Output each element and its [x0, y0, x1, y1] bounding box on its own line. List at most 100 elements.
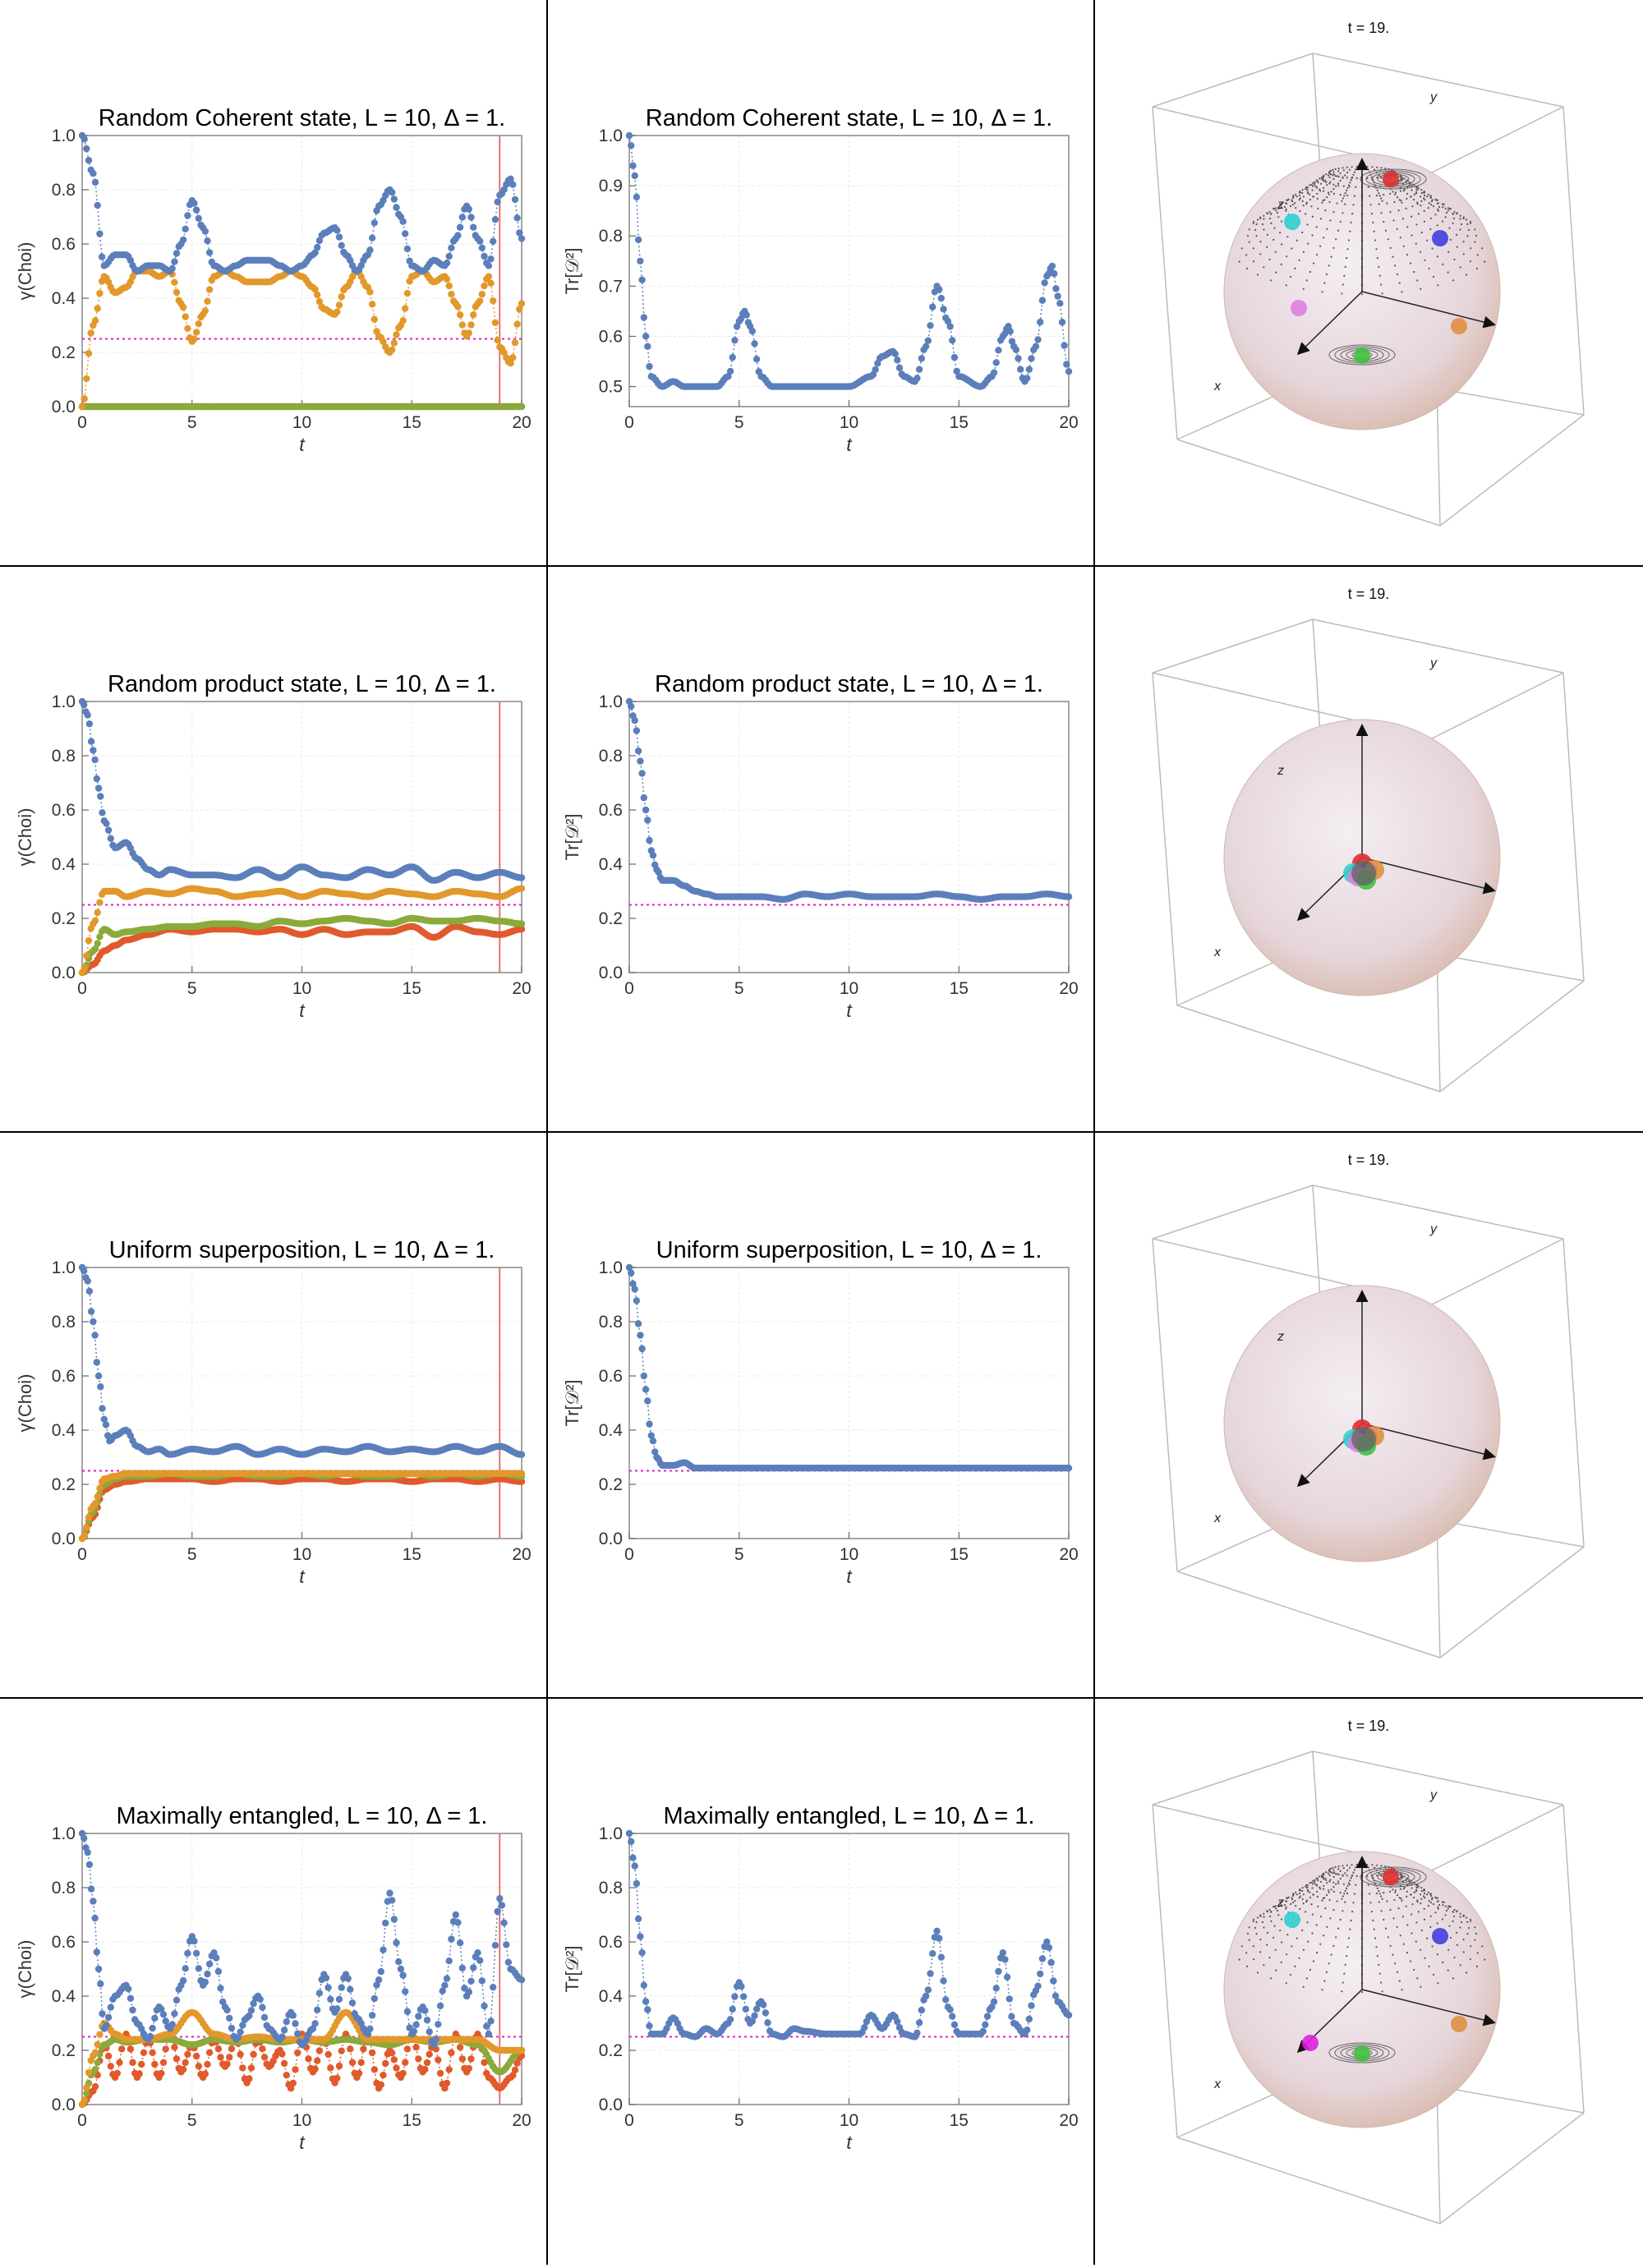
data-point — [250, 2051, 256, 2058]
trajectory-dot — [1323, 283, 1325, 284]
data-point — [91, 757, 98, 763]
trajectory-dot — [1263, 228, 1264, 230]
trajectory-dot — [1388, 238, 1389, 240]
data-point — [378, 1968, 384, 1975]
trajectory-dot — [1247, 235, 1249, 237]
data-point — [382, 2060, 389, 2067]
trajectory-dot — [1286, 255, 1287, 257]
trajectory-dot — [1476, 268, 1478, 269]
trajectory-dot — [1293, 196, 1295, 197]
y-tick-label: 0.0 — [599, 2095, 623, 2114]
trajectory-dot — [1429, 228, 1431, 230]
data-point — [936, 286, 942, 292]
data-point — [457, 1939, 463, 1946]
trajectory-dot — [1279, 232, 1281, 233]
y-axis-label: γ(Choi) — [15, 242, 35, 301]
data-point — [246, 2075, 252, 2082]
data-point — [94, 2059, 101, 2066]
trajectory-dot — [1406, 198, 1407, 200]
data-point — [936, 1934, 942, 1941]
trajectory-dot — [1351, 177, 1353, 178]
y-tick-label: 0.9 — [599, 177, 623, 196]
sphere-time-label: t = 19. — [1348, 20, 1390, 36]
trajectory-dot — [1303, 205, 1305, 206]
data-point — [644, 343, 651, 350]
data-point — [499, 1902, 505, 1908]
trajectory-dot — [1281, 243, 1282, 245]
trajectory-dot — [1333, 173, 1335, 175]
data-point — [642, 1998, 649, 2004]
data-point — [103, 1421, 109, 1428]
y-tick-label: 0.4 — [52, 855, 76, 874]
trajectory-dot — [1385, 230, 1387, 232]
spin-marker — [1383, 171, 1399, 187]
data-point — [486, 262, 492, 269]
data-point — [940, 1977, 946, 1984]
trajectory-dot — [1291, 199, 1292, 200]
data-point — [83, 375, 90, 382]
trajectory-dot — [1317, 180, 1319, 182]
data-point — [92, 2066, 99, 2072]
data-point — [81, 1532, 88, 1539]
y-tick-label: 0.4 — [599, 1421, 624, 1440]
trajectory-dot — [1329, 177, 1331, 178]
trajectory-dot — [1314, 185, 1316, 186]
trajectory-dot — [1447, 251, 1449, 253]
data-point — [437, 2003, 444, 2009]
y-tick-label: 0.8 — [599, 227, 623, 246]
data-point — [395, 1958, 402, 1965]
data-point — [366, 246, 373, 253]
data-point — [923, 1993, 929, 1999]
y-tick-label: 0.0 — [52, 398, 76, 416]
trajectory-dot — [1275, 251, 1277, 253]
trajectory-dot — [1430, 197, 1432, 199]
spin-marker — [1432, 230, 1448, 246]
trajectory-dot — [1312, 185, 1314, 186]
trajectory-dot — [1292, 197, 1294, 199]
data-point — [650, 852, 656, 858]
data-point — [151, 2061, 158, 2068]
x-tick-label: 20 — [1059, 979, 1078, 998]
trajectory-dot — [1368, 168, 1369, 170]
data-point — [92, 918, 99, 924]
trajectory-dot — [1379, 195, 1381, 196]
chart-title: Maximally entangled, L = 10, Δ = 1. — [117, 1803, 488, 1829]
data-point — [171, 279, 177, 286]
data-point — [727, 2016, 734, 2022]
trajectory-dot — [1452, 279, 1454, 281]
data-point — [96, 230, 103, 237]
trajectory-dot — [1453, 211, 1455, 213]
trajectory-dot — [1333, 193, 1335, 195]
trajectory-dot — [1392, 191, 1393, 192]
data-point — [470, 1964, 476, 1971]
box-edge — [1563, 1239, 1584, 1547]
trajectory-dot — [1377, 257, 1378, 259]
y-tick-label: 0.6 — [599, 1367, 623, 1386]
trajectory-dot — [1446, 212, 1447, 214]
trajectory-dot — [1410, 262, 1411, 264]
data-point — [637, 1332, 643, 1338]
data-point — [1007, 328, 1014, 334]
trajectory-dot — [1414, 194, 1415, 196]
data-point — [83, 145, 90, 152]
x-tick-label: 10 — [292, 979, 311, 998]
trajectory-dot — [1332, 171, 1334, 173]
data-point — [1013, 347, 1019, 353]
data-point — [628, 142, 634, 149]
trajectory-dot — [1453, 259, 1455, 260]
trajectory-dot — [1393, 219, 1395, 221]
data-point — [160, 2011, 167, 2017]
x-axis-label: t — [846, 434, 853, 455]
data-point — [292, 2020, 298, 2026]
data-point — [441, 1982, 448, 1989]
data-point — [474, 1949, 481, 1956]
trajectory-dot — [1400, 237, 1401, 238]
trajectory-dot — [1328, 173, 1330, 174]
trajectory-dot — [1355, 168, 1356, 170]
y-tick-label: 0.4 — [52, 289, 76, 308]
trajectory-dot — [1267, 234, 1268, 236]
x-axis-label: t — [299, 1566, 306, 1587]
data-point — [108, 2004, 114, 2011]
trajectory-dot — [1273, 228, 1275, 229]
